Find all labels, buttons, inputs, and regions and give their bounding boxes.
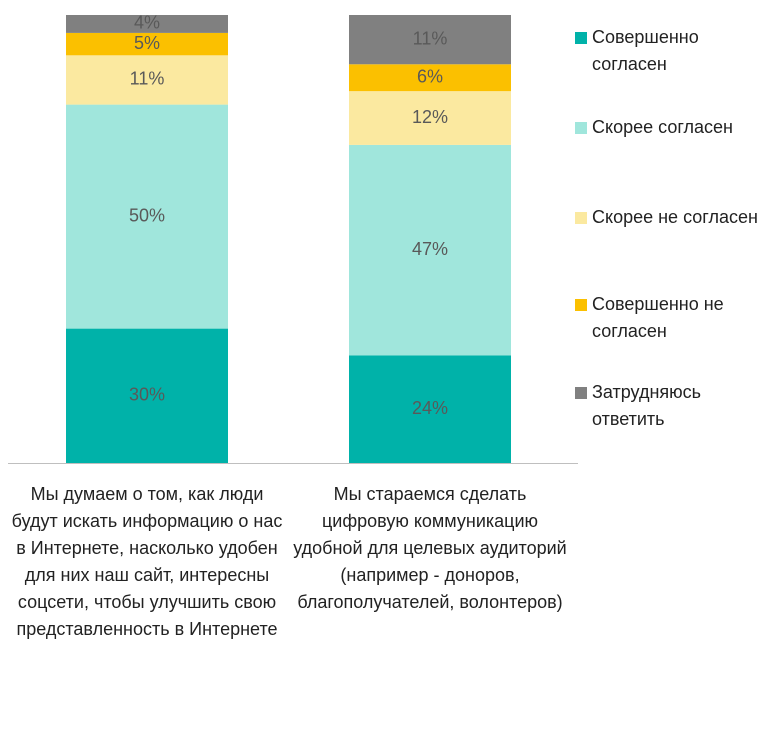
legend-swatch bbox=[575, 387, 587, 399]
value-label: 11% bbox=[130, 69, 165, 89]
value-label: 6% bbox=[417, 66, 443, 86]
legend-swatch bbox=[575, 122, 587, 134]
legend-label: Затрудняюсь ответить bbox=[592, 382, 702, 429]
legend-label: Скорее согласен bbox=[592, 117, 733, 137]
bar-segment bbox=[349, 91, 511, 145]
bar-segment bbox=[66, 15, 228, 33]
value-label: 5% bbox=[134, 33, 160, 53]
bar-segment bbox=[349, 15, 511, 65]
bar-segment bbox=[349, 144, 511, 356]
value-label: 50% bbox=[129, 205, 165, 225]
value-label: 11% bbox=[413, 28, 448, 48]
value-label: 4% bbox=[134, 13, 160, 33]
value-label: 30% bbox=[129, 385, 165, 405]
legend-label: Скорее не согласен bbox=[592, 207, 758, 227]
value-label: 24% bbox=[412, 398, 448, 418]
legend-label: Совершенно согласен bbox=[592, 27, 699, 74]
bar-segment bbox=[66, 32, 228, 56]
legend-label: Совершенно не согласен bbox=[592, 294, 724, 341]
bar-segment bbox=[66, 104, 228, 329]
legend-swatch bbox=[575, 32, 587, 44]
legend-swatch bbox=[575, 299, 587, 311]
legend-swatch bbox=[575, 212, 587, 224]
bar-segment bbox=[349, 355, 511, 463]
value-label: 12% bbox=[412, 107, 448, 127]
value-label: 47% bbox=[412, 239, 448, 259]
bar-segment bbox=[66, 328, 228, 463]
bar-segment bbox=[66, 55, 228, 105]
x-tick-label: Мы стараемся сделать цифровую коммуникац… bbox=[293, 484, 567, 612]
bar-segment bbox=[349, 64, 511, 92]
x-tick-label: Мы думаем о том, как люди будут искать и… bbox=[11, 484, 283, 639]
